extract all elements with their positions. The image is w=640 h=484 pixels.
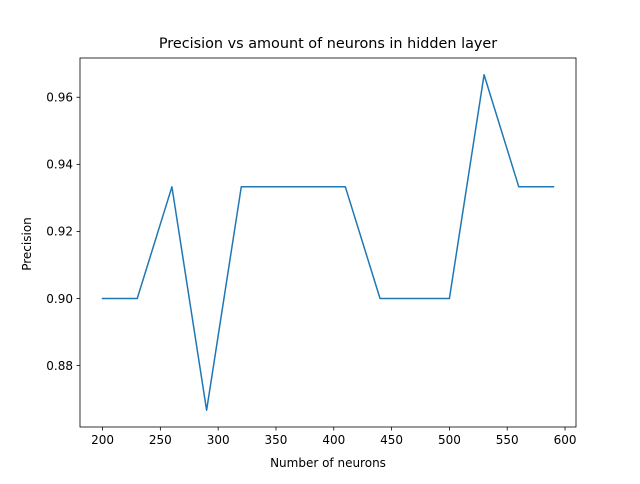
x-tick-label: 200 xyxy=(91,433,114,447)
y-tick-label: 0.88 xyxy=(46,359,73,373)
axes-frame xyxy=(79,57,577,428)
x-tick-label: 600 xyxy=(554,433,577,447)
y-tick-label: 0.92 xyxy=(46,225,73,239)
x-axis-label: Number of neurons xyxy=(270,456,386,470)
y-tick-label: 0.90 xyxy=(46,292,73,306)
chart-title: Precision vs amount of neurons in hidden… xyxy=(159,36,497,52)
x-tick-label: 400 xyxy=(322,433,345,447)
x-tick-label: 250 xyxy=(149,433,172,447)
x-tick-label: 300 xyxy=(207,433,230,447)
plot-area: 200 250 300 350 400 450 500 550 600 0.88 0.90 0.92 0… xyxy=(46,57,577,447)
x-tick-label: 450 xyxy=(380,433,403,447)
y-tick-label: 0.96 xyxy=(46,91,73,105)
series-line xyxy=(101,74,555,411)
y-tick-label: 0.94 xyxy=(46,158,73,172)
x-tick-label: 550 xyxy=(496,433,519,447)
y-axis-label: Precision xyxy=(20,217,34,271)
x-tick-label: 500 xyxy=(438,433,461,447)
x-tick-label: 350 xyxy=(265,433,288,447)
